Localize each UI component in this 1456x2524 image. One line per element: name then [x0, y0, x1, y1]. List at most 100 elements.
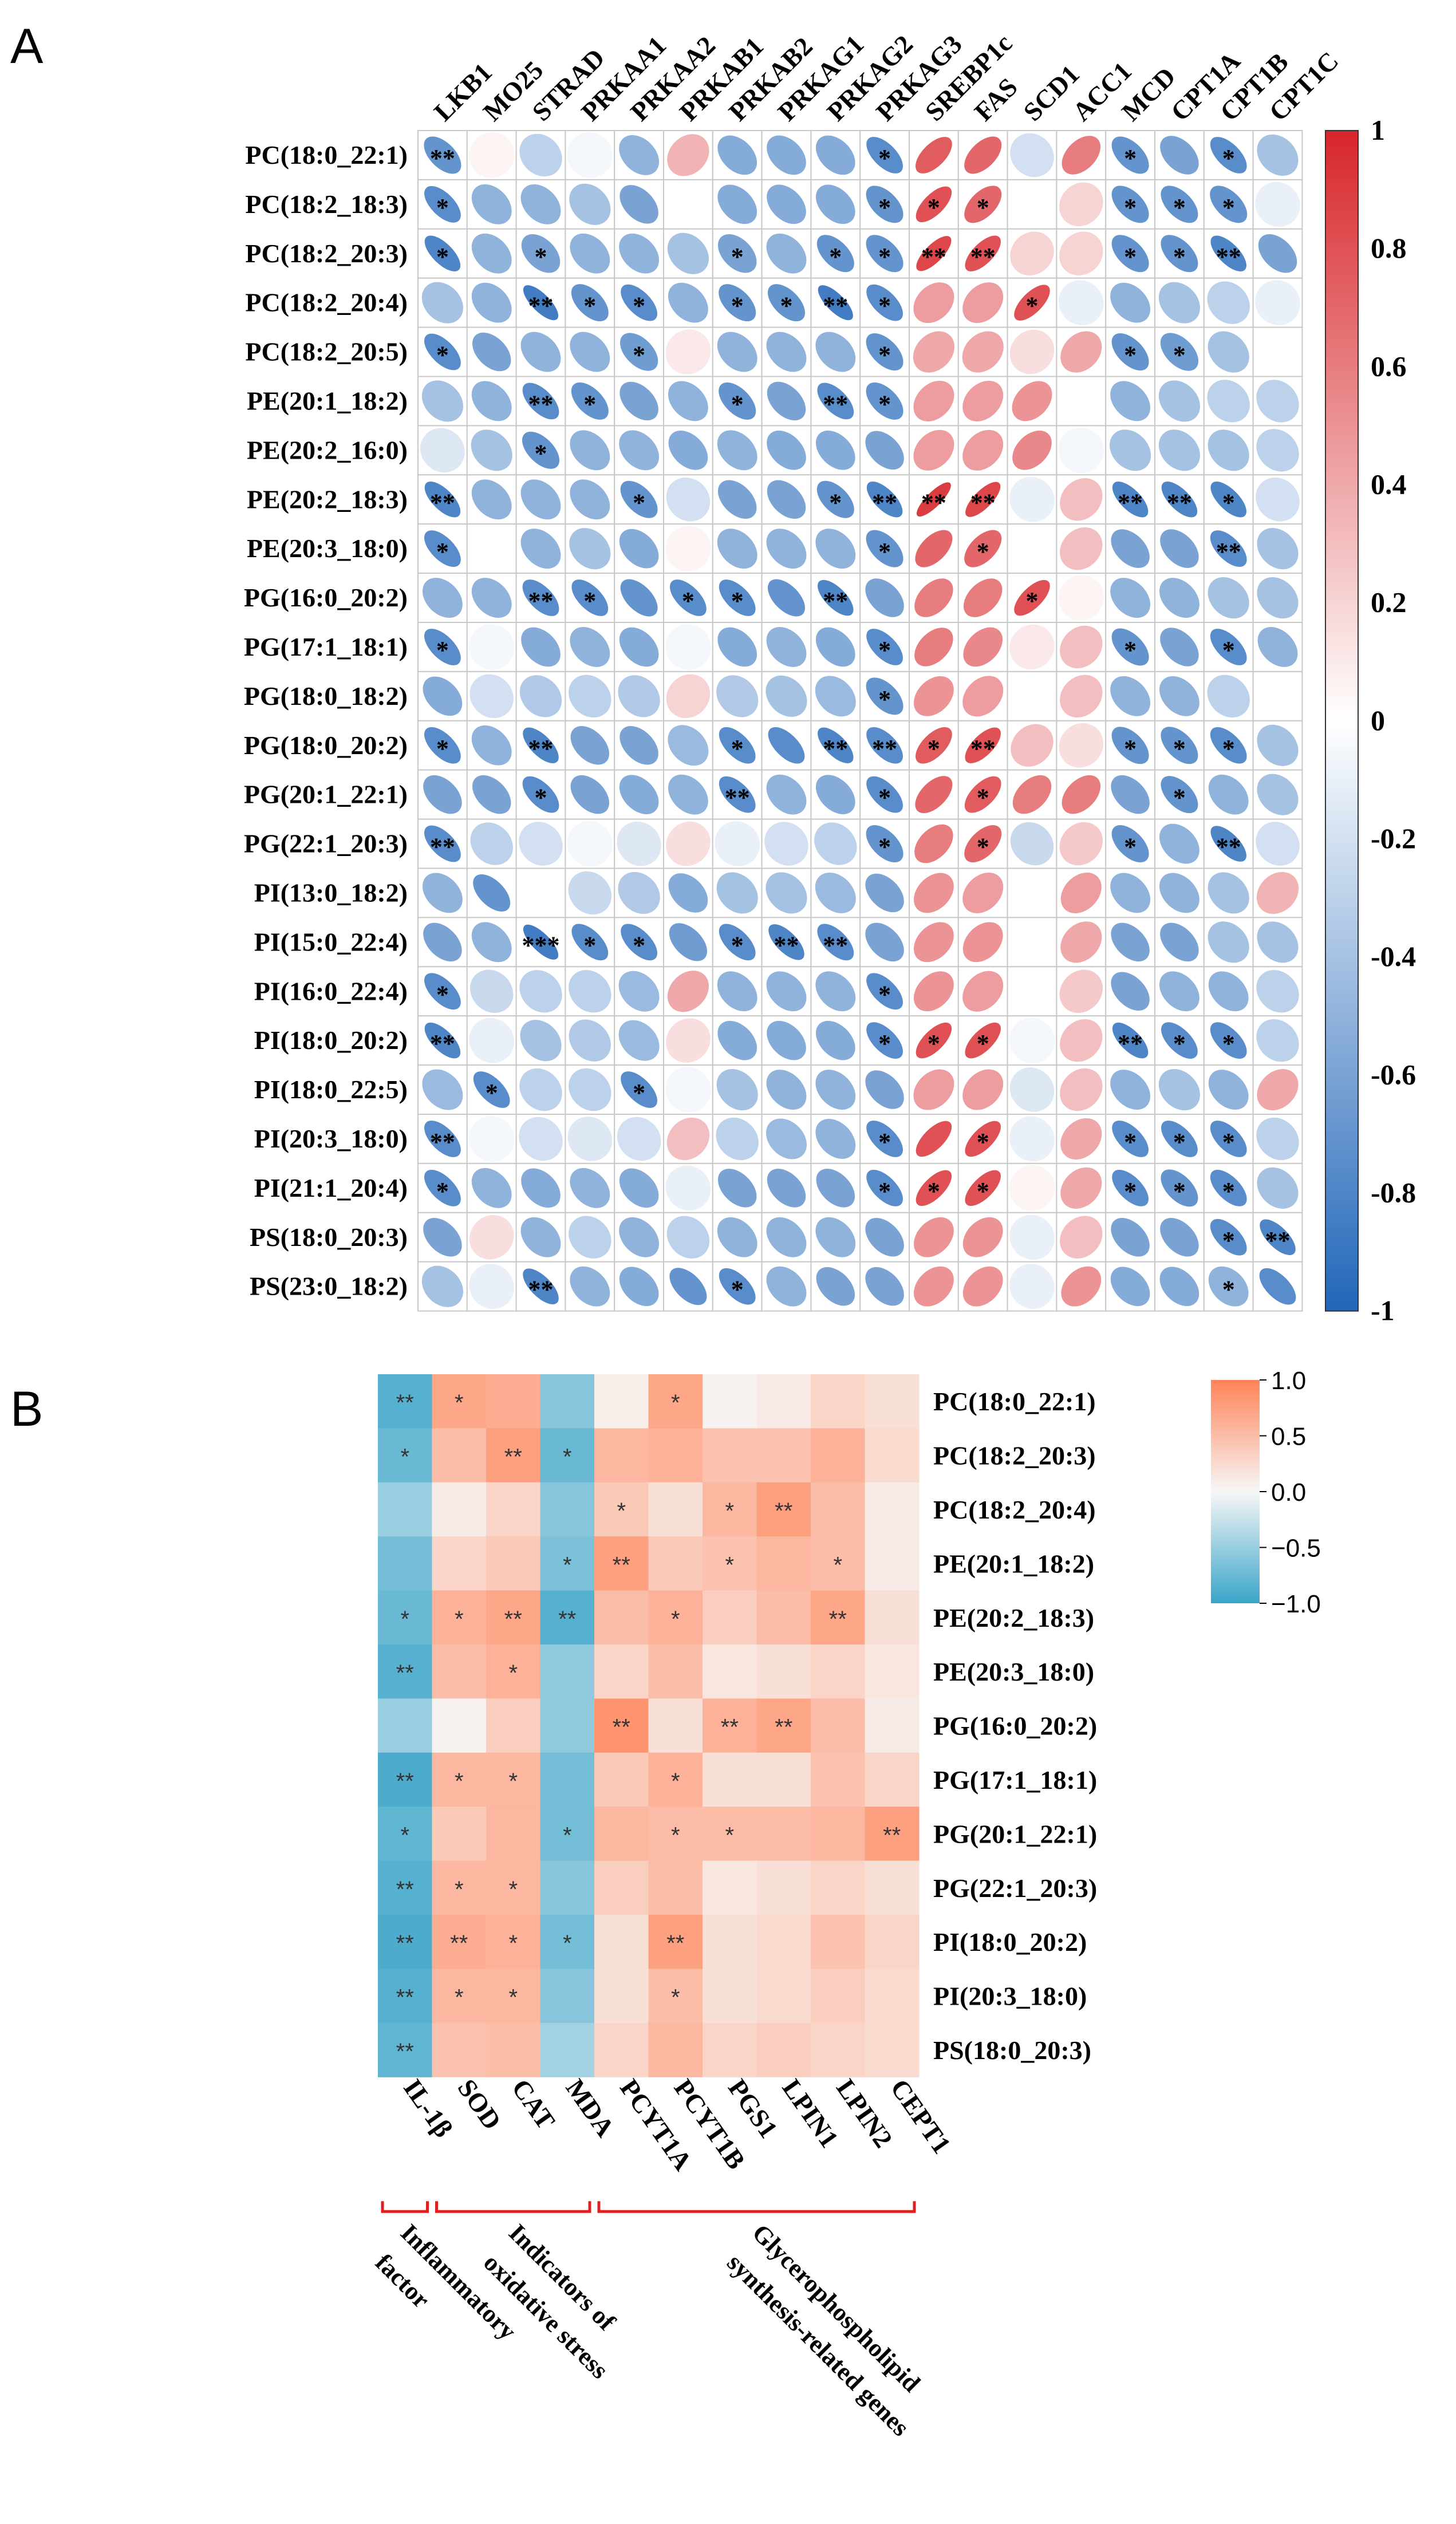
significance-mark: ***: [522, 931, 560, 959]
significance-mark: *: [1173, 1030, 1186, 1058]
correlation-ellipse: [520, 1217, 561, 1257]
correlation-ellipse: [815, 1020, 855, 1060]
correlation-ellipse: [620, 579, 658, 617]
correlation-ellipse: [719, 382, 756, 420]
correlation-ellipse: [668, 282, 708, 323]
row-label: PC(18:0_22:1): [245, 140, 408, 169]
correlation-ellipse: [719, 579, 756, 616]
correlation-ellipse: [913, 971, 954, 1012]
correlation-ellipse: [866, 776, 903, 813]
correlation-ellipse: [1210, 629, 1247, 665]
significance-mark: *: [725, 1552, 734, 1578]
significance-mark: *: [878, 292, 891, 320]
correlation-ellipse: [665, 181, 712, 228]
heatmap-tile: [865, 1915, 920, 1969]
correlation-ellipse: [522, 431, 560, 469]
significance-mark: *: [486, 1079, 498, 1107]
significance-mark: **: [775, 1715, 792, 1740]
correlation-ellipse: [1208, 331, 1249, 373]
correlation-ellipse: [1159, 971, 1199, 1012]
correlation-ellipse: [766, 971, 807, 1012]
significance-mark: **: [823, 931, 848, 959]
significance-mark: **: [872, 735, 897, 763]
group-bracket: [381, 2201, 429, 2213]
heatmap-tile: [378, 1752, 433, 1807]
correlation-ellipse: [472, 332, 511, 372]
significance-mark: *: [928, 735, 940, 763]
correlation-ellipse: [717, 135, 757, 175]
correlation-ellipse: [964, 530, 1002, 567]
heatmap-tile: [756, 1969, 811, 2024]
row-label: PG(22:1_20:3): [244, 829, 408, 858]
correlation-ellipse: [567, 1117, 613, 1161]
correlation-ellipse: [1161, 482, 1198, 518]
correlation-ellipse: [1058, 280, 1104, 325]
correlation-ellipse: [1257, 528, 1299, 570]
correlation-ellipse: [715, 821, 760, 866]
significance-mark: *: [1222, 144, 1235, 172]
correlation-ellipse: [423, 922, 462, 962]
correlation-ellipse: [865, 922, 904, 962]
correlation-ellipse: [469, 674, 514, 719]
correlation-ellipse: [523, 1268, 559, 1304]
heatmap-tile: [540, 1428, 595, 1483]
correlation-ellipse: [1257, 774, 1299, 815]
correlation-ellipse: [569, 1216, 611, 1259]
correlation-ellipse: [469, 1264, 515, 1309]
heatmap-tile: [811, 1698, 866, 1753]
correlation-ellipse: [620, 185, 658, 224]
significance-mark: *: [833, 1552, 842, 1578]
correlation-ellipse: [866, 677, 903, 715]
significance-mark: **: [396, 1985, 414, 2010]
row-label: PI(21:1_20:4): [254, 1173, 408, 1202]
heatmap-tile: [756, 1374, 811, 1429]
correlation-ellipse: [1111, 825, 1149, 863]
heatmap-tile: [756, 2022, 811, 2077]
significance-mark: **: [823, 587, 848, 615]
correlation-ellipse: [1111, 186, 1149, 223]
heatmap-tile: [378, 2022, 433, 2077]
colorbar-tick-label: -0.6: [1371, 1058, 1416, 1090]
correlation-ellipse: [666, 1216, 710, 1259]
correlation-ellipse: [766, 774, 807, 815]
correlation-ellipse: [1060, 872, 1102, 913]
correlation-ellipse: [815, 529, 856, 569]
significance-mark: *: [508, 1931, 518, 1956]
correlation-ellipse: [668, 381, 708, 421]
correlation-ellipse: [670, 579, 707, 616]
correlation-ellipse: [1111, 775, 1150, 814]
correlation-ellipse: [1257, 627, 1298, 667]
correlation-ellipse: [469, 1018, 515, 1063]
colorbar-tick-label: 0.0: [1271, 1478, 1306, 1506]
correlation-ellipse: [518, 870, 564, 916]
correlation-ellipse: [866, 1169, 903, 1206]
heatmap-tile: [703, 1698, 757, 1753]
heatmap-tile: [703, 1807, 757, 1862]
heatmap-tile: [432, 1807, 487, 1862]
correlation-ellipse: [1059, 723, 1104, 768]
correlation-ellipse: [571, 382, 609, 420]
significance-mark: *: [535, 439, 547, 467]
correlation-ellipse: [1161, 186, 1198, 223]
correlation-ellipse: [667, 134, 709, 176]
correlation-ellipse: [965, 235, 1001, 271]
correlation-ellipse: [1110, 282, 1151, 323]
row-label: PG(16:0_20:2): [244, 583, 408, 612]
correlation-ellipse: [962, 922, 1003, 963]
significance-mark: *: [1124, 1128, 1137, 1156]
correlation-ellipse: [1257, 1167, 1299, 1209]
heatmap-tile: [648, 1860, 703, 1915]
correlation-ellipse: [767, 135, 806, 175]
heatmap-tile: [756, 1752, 811, 1807]
significance-mark: *: [731, 735, 744, 763]
correlation-ellipse: [668, 725, 709, 766]
correlation-ellipse: [964, 136, 1002, 174]
correlation-ellipse: [668, 774, 708, 815]
correlation-ellipse: [913, 873, 954, 913]
correlation-ellipse: [619, 1267, 659, 1306]
correlation-ellipse: [621, 284, 657, 321]
correlation-ellipse: [866, 973, 903, 1010]
significance-mark: *: [928, 1030, 940, 1058]
correlation-ellipse: [422, 873, 463, 913]
heatmap-tile: [594, 1860, 649, 1915]
